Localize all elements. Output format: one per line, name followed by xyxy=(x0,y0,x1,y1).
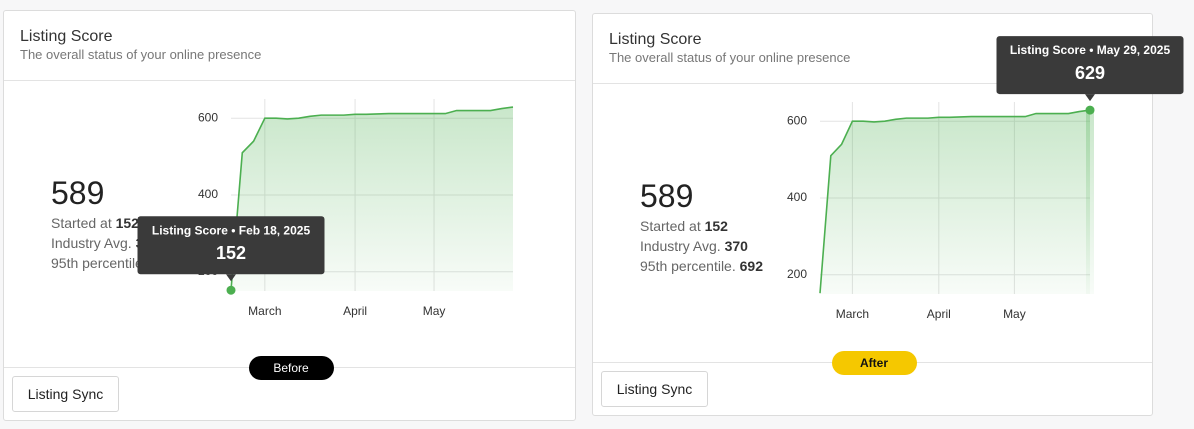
score: 589 xyxy=(51,175,105,211)
card-header: Listing Score The overall status of your … xyxy=(593,14,1152,84)
tooltip-pointer xyxy=(1085,94,1095,102)
tooltip-title: Listing Score • Feb 18, 2025 xyxy=(152,223,311,237)
card-subtitle: The overall status of your online presen… xyxy=(609,50,851,65)
line xyxy=(819,109,1091,294)
tooltip-pointer xyxy=(226,274,236,282)
card-title: Listing Score xyxy=(609,31,702,48)
stat: Started at 152 xyxy=(51,215,139,231)
listing-sync-button[interactable]: Listing Sync xyxy=(12,376,119,412)
x-tick-label: March xyxy=(248,304,281,318)
x-tick-label: April xyxy=(927,307,951,321)
y-tick-label: 600 xyxy=(787,113,807,127)
chart: 200 400 600 March April May Listing Score • Ma… xyxy=(787,36,1184,321)
tooltip-value: 152 xyxy=(216,243,246,263)
stat-value: 152 xyxy=(704,218,728,234)
stat-value: 692 xyxy=(739,258,763,274)
stat-value: 152 xyxy=(115,215,139,231)
stat-label: Industry Avg. xyxy=(640,238,721,254)
stat-label: 95th percentile. xyxy=(51,255,147,271)
x-tick-label: May xyxy=(423,304,446,318)
area xyxy=(820,110,1090,295)
highlight-bar xyxy=(1086,110,1094,295)
y-tick-label: 400 xyxy=(787,190,807,204)
y-tick-label: 600 xyxy=(198,110,218,124)
point-marker xyxy=(226,285,236,295)
point-marker xyxy=(1085,105,1095,115)
x-tick-label: May xyxy=(1003,307,1026,321)
stat: 95th percentile. 692 xyxy=(640,258,763,274)
x-tick-label: April xyxy=(343,304,367,318)
badge: Before xyxy=(248,356,334,380)
card-subtitle: The overall status of your online presen… xyxy=(20,47,262,62)
x-tick-label: March xyxy=(836,307,869,321)
stat: Started at 152 xyxy=(640,218,728,234)
card: Listing Score The overall status of your … xyxy=(592,13,1184,416)
stat-label: 95th percentile. xyxy=(640,258,736,274)
listing-sync-button[interactable]: Listing Sync xyxy=(601,371,708,407)
y-tick-label: 400 xyxy=(198,187,218,201)
y-tick-label: 200 xyxy=(787,267,807,281)
stat: Industry Avg. 370 xyxy=(640,238,748,254)
tooltip-title: Listing Score • May 29, 2025 xyxy=(1010,43,1171,57)
score: 589 xyxy=(640,178,694,214)
line xyxy=(230,106,514,291)
badge: After xyxy=(831,351,917,375)
stat-label: Started at xyxy=(640,218,701,234)
tooltip-value: 629 xyxy=(1075,63,1105,83)
card-header: Listing Score The overall status of your … xyxy=(4,11,575,81)
stat-value: 370 xyxy=(724,238,748,254)
card: Listing Score The overall status of your … xyxy=(3,10,576,421)
stat-label: Started at xyxy=(51,215,112,231)
stat-label: Industry Avg. xyxy=(51,235,132,251)
card-title: Listing Score xyxy=(20,28,113,45)
tooltip-box xyxy=(137,216,325,275)
tooltip-box xyxy=(996,36,1184,95)
